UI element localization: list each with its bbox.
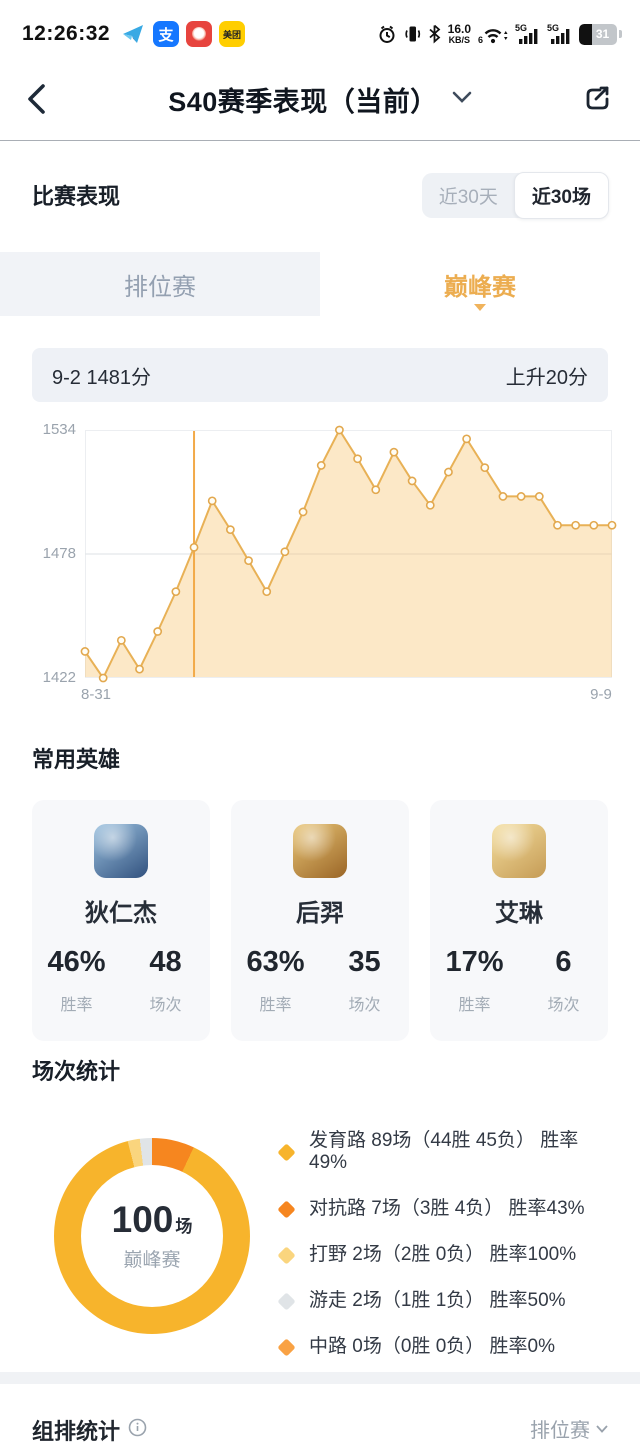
signal-sim2-icon: 5G xyxy=(547,23,572,45)
y-axis-tick: 1534 xyxy=(42,421,76,438)
diamond-icon xyxy=(277,1142,296,1162)
total-matches: 100 xyxy=(111,1198,174,1240)
toggle-last-30-days[interactable]: 近30天 xyxy=(438,186,498,208)
diamond-icon xyxy=(277,1199,296,1219)
meituan-icon: 美团 xyxy=(219,21,246,47)
hero-matches: 35 xyxy=(348,946,381,978)
next-section-header: 组排统计 排位赛 xyxy=(32,1414,608,1446)
svg-text:5G: 5G xyxy=(515,23,527,33)
diamond-icon xyxy=(277,1245,296,1265)
chevron-down-icon xyxy=(452,90,472,108)
network-speed: 16.0 KB/S xyxy=(447,22,471,45)
section-divider xyxy=(0,1372,640,1384)
active-tab-arrow-icon xyxy=(474,304,486,311)
stats-section-title: 场次统计 xyxy=(32,1059,121,1084)
clock-time: 12:26:32 xyxy=(22,22,111,45)
page-title: S40赛季表现（当前） xyxy=(168,86,438,117)
hero-card-ailin[interactable]: 艾琳 17% 胜率 6 场次 xyxy=(430,800,608,1041)
performance-section-header: 比赛表现 近30天 近30场 xyxy=(32,170,609,220)
donut-center: 100 场 巅峰赛 xyxy=(81,1165,223,1307)
status-bar: 12:26:32 支 美团 16.0 KB/S 6 5G 5G xyxy=(0,0,640,58)
hero-cards: 狄仁杰 46% 胜率 48 场次 后羿 63% 胜率 35 场次 艾琳 17% 胜率 6 场… xyxy=(32,800,608,1041)
matches-label: 场次 xyxy=(547,997,580,1014)
hero-matches: 6 xyxy=(555,946,572,978)
y-axis-tick: 1478 xyxy=(42,545,76,562)
toggle-last-30-games[interactable]: 近30场 xyxy=(513,171,609,219)
tab-peak[interactable]: 巅峰赛 xyxy=(320,252,640,316)
legend-row-roam: 游走 2场（1胜 1负） 胜率50% xyxy=(277,1290,614,1312)
legend-row-farm-lane: 发育路 89场（44胜 45负） 胜率49% xyxy=(277,1130,614,1174)
battery-nub xyxy=(619,30,622,38)
hero-name: 艾琳 xyxy=(495,900,543,927)
pinduoduo-icon xyxy=(186,21,213,47)
win-rate-label: 胜率 xyxy=(60,997,93,1014)
hero-avatar xyxy=(293,824,347,878)
stats-body: 100 场 巅峰赛 发育路 89场（44胜 45负） 胜率49% 对抗路 7场（… xyxy=(32,1128,614,1358)
info-icon[interactable] xyxy=(128,1417,147,1443)
hero-matches: 48 xyxy=(149,946,182,978)
alipay-icon: 支 xyxy=(153,21,180,47)
diamond-icon xyxy=(277,1291,296,1311)
role-donut-chart: 100 场 巅峰赛 xyxy=(54,1138,250,1334)
battery-icon: 31 xyxy=(579,23,617,45)
trend-line-plot[interactable] xyxy=(80,425,617,683)
next-section-title: 组排统计 xyxy=(32,1419,121,1444)
hero-win-rate: 17% xyxy=(445,946,504,978)
share-button[interactable] xyxy=(570,77,614,121)
range-toggle: 近30天 近30场 xyxy=(421,171,609,219)
svg-text:6: 6 xyxy=(478,35,483,45)
matches-label: 场次 xyxy=(149,997,182,1014)
page-header: S40赛季表现（当前） xyxy=(0,58,640,141)
alarm-icon xyxy=(377,24,397,44)
notification-app-icons: 支 美团 xyxy=(120,21,246,47)
legend-row-mid-lane: 中路 0场（0胜 0负） 胜率0% xyxy=(277,1336,614,1358)
vibrate-icon xyxy=(404,24,421,44)
legend-row-jungle: 打野 2场（2胜 0负） 胜率100% xyxy=(277,1244,614,1266)
hero-win-rate: 46% xyxy=(47,946,106,978)
score-trend-chart: 1534 1478 1422 8-31 9-9 xyxy=(0,421,640,715)
legend-row-clash-lane: 对抗路 7场（3胜 4负） 胜率43% xyxy=(277,1198,614,1220)
win-rate-label: 胜率 xyxy=(458,997,491,1014)
hero-name: 后羿 xyxy=(296,900,344,927)
diamond-icon xyxy=(277,1337,296,1357)
x-axis-end-label: 9-9 xyxy=(590,686,612,703)
selected-point-delta: 上升20分 xyxy=(505,366,588,389)
tab-ranked[interactable]: 排位赛 xyxy=(0,252,320,316)
back-button[interactable] xyxy=(26,77,70,121)
wifi-icon: 6 xyxy=(478,24,508,45)
total-matches-unit: 场 xyxy=(175,1216,193,1236)
donut-mode-label: 巅峰赛 xyxy=(123,1249,181,1271)
heroes-section-title: 常用英雄 xyxy=(32,747,121,772)
hero-avatar xyxy=(492,824,546,878)
hero-win-rate: 63% xyxy=(246,946,305,978)
selected-point-info-bar: 9-2 1481分 上升20分 xyxy=(32,348,608,402)
performance-section-title: 比赛表现 xyxy=(32,184,121,209)
signal-sim1-icon: 5G xyxy=(515,23,540,45)
matches-label: 场次 xyxy=(348,997,381,1014)
win-rate-label: 胜率 xyxy=(259,997,292,1014)
mode-tabs: 排位赛 巅峰赛 xyxy=(0,252,640,316)
season-title-dropdown[interactable]: S40赛季表现（当前） xyxy=(70,80,570,119)
status-indicators: 16.0 KB/S 6 5G 5G 31 xyxy=(377,23,622,45)
hero-card-houyi[interactable]: 后羿 63% 胜率 35 场次 xyxy=(231,800,409,1041)
bluetooth-icon xyxy=(428,24,441,44)
telegram-icon xyxy=(120,21,146,47)
hero-name: 狄仁杰 xyxy=(85,900,157,927)
hero-card-direnjie[interactable]: 狄仁杰 46% 胜率 48 场次 xyxy=(32,800,210,1041)
y-axis-tick: 1422 xyxy=(42,669,76,686)
hero-avatar xyxy=(94,824,148,878)
selected-point-score: 9-2 1481分 xyxy=(52,366,151,389)
x-axis-start-label: 8-31 xyxy=(80,686,112,703)
role-legend: 发育路 89场（44胜 45负） 胜率49% 对抗路 7场（3胜 4负） 胜率4… xyxy=(277,1130,614,1358)
svg-text:5G: 5G xyxy=(547,23,559,33)
